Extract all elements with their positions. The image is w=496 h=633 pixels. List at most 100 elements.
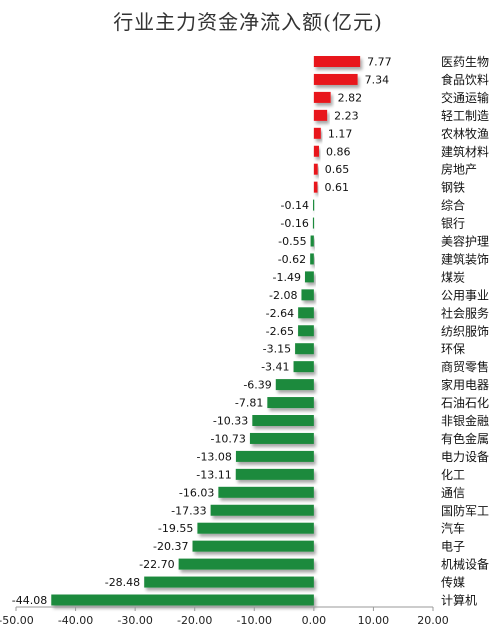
bar-轻工制造: [313, 109, 328, 121]
value-label-化工: -13.11: [196, 468, 231, 481]
category-label-煤炭: 煤炭: [441, 270, 465, 284]
x-tick-label: 10.00: [358, 614, 390, 627]
value-label-汽车: -19.55: [158, 522, 193, 535]
x-tick-label: -20.00: [177, 614, 212, 627]
value-label-商贸零售: -3.41: [261, 361, 289, 374]
category-label-计算机: 计算机: [441, 593, 477, 608]
bar-计算机: [51, 594, 314, 606]
category-label-房地产: 房地产: [441, 162, 477, 177]
value-label-建筑装饰: -0.62: [278, 253, 306, 266]
bar-社会服务: [298, 307, 314, 319]
bar-房地产: [313, 163, 318, 175]
category-label-机械设备: 机械设备: [441, 557, 489, 572]
bar-医药生物: [313, 56, 361, 67]
value-label-纺织服饰: -2.65: [266, 325, 294, 338]
category-label-化工: 化工: [441, 468, 465, 482]
bar-非银金融: [252, 415, 314, 426]
category-label-石油石化: 石油石化: [441, 396, 489, 410]
value-label-机械设备: -22.70: [139, 558, 174, 571]
value-label-房地产: 0.65: [325, 163, 350, 176]
category-label-汽车: 汽车: [441, 521, 465, 536]
category-label-食品饮料: 食品饮料: [441, 72, 489, 87]
value-label-计算机: -44.08: [12, 594, 47, 607]
bar-机械设备: [178, 558, 314, 570]
bar-化工: [235, 468, 314, 480]
bar-汽车: [197, 522, 314, 534]
bar-交通运输: [313, 91, 331, 103]
category-label-电子: 电子: [441, 540, 465, 554]
bar-食品饮料: [313, 73, 358, 85]
x-tick-label: 0.00: [302, 614, 327, 627]
value-label-电力设备: -13.08: [196, 450, 231, 463]
category-label-电力设备: 电力设备: [441, 450, 489, 464]
category-label-纺织服饰: 纺织服饰: [441, 324, 489, 338]
bar-建筑材料: [313, 145, 319, 157]
category-label-通信: 通信: [441, 486, 465, 500]
bar-有色金属: [249, 432, 314, 444]
category-label-环保: 环保: [441, 342, 465, 356]
category-label-有色金属: 有色金属: [441, 431, 489, 446]
category-label-非银金融: 非银金融: [441, 413, 489, 428]
bar-银行: [312, 217, 315, 229]
value-label-公用事业: -2.08: [269, 289, 297, 302]
category-label-钢铁: 钢铁: [441, 181, 465, 195]
value-label-农林牧渔: 1.17: [328, 127, 353, 140]
value-label-银行: -0.16: [280, 217, 308, 230]
value-label-钢铁: 0.61: [324, 181, 349, 194]
category-label-国防军工: 国防军工: [441, 503, 489, 518]
value-label-非银金融: -10.33: [213, 415, 248, 428]
category-label-医药生物: 医药生物: [441, 55, 489, 69]
category-label-农林牧渔: 农林牧渔: [441, 127, 489, 141]
bar-美容护理: [310, 235, 314, 247]
value-label-有色金属: -10.73: [210, 432, 245, 445]
value-label-通信: -16.03: [179, 486, 214, 499]
bar-家用电器: [275, 379, 314, 391]
bar-纺织服饰: [298, 325, 314, 337]
value-label-电子: -20.37: [153, 540, 188, 553]
chart-title: 行业主力资金净流入额(亿元): [113, 10, 383, 34]
value-label-传媒: -28.48: [105, 576, 140, 589]
category-label-建筑材料: 建筑材料: [441, 144, 489, 159]
value-label-综合: -0.14: [281, 199, 309, 212]
value-label-国防军工: -17.33: [171, 504, 206, 517]
category-label-交通运输: 交通运输: [441, 90, 489, 105]
value-label-煤炭: -1.49: [273, 271, 301, 284]
bar-通信: [218, 486, 314, 498]
bar-石油石化: [267, 397, 314, 409]
value-label-美容护理: -0.55: [278, 235, 306, 248]
value-label-社会服务: -2.64: [266, 307, 294, 320]
category-label-传媒: 传媒: [441, 575, 465, 590]
value-label-建筑材料: 0.86: [326, 145, 351, 158]
bar-农林牧渔: [313, 127, 321, 139]
value-label-石油石化: -7.81: [235, 397, 263, 410]
x-tick-label: -40.00: [58, 614, 93, 627]
bar-传媒: [144, 576, 314, 588]
bar-钢铁: [313, 181, 318, 193]
category-label-美容护理: 美容护理: [441, 234, 489, 249]
category-label-社会服务: 社会服务: [441, 305, 489, 320]
value-label-家用电器: -6.39: [243, 379, 271, 392]
category-label-公用事业: 公用事业: [441, 288, 489, 302]
bar-电力设备: [235, 450, 314, 462]
bar-国防军工: [210, 504, 314, 516]
bar-电子: [192, 540, 314, 552]
x-tick-label: 20.00: [417, 614, 449, 627]
value-label-医药生物: 7.77: [367, 56, 392, 69]
category-label-家用电器: 家用电器: [441, 377, 489, 392]
bars-layer: 7.77 医药生物 7.34 食品饮料 2.82 交通运输 2.23 轻工制造 1.17 农林牧渔…: [12, 55, 489, 608]
bar-煤炭: [304, 271, 314, 283]
x-tick-label: -50.00: [0, 614, 34, 627]
bar-综合: [313, 199, 315, 211]
x-tick-label: -30.00: [117, 614, 152, 627]
x-tick-label: -10.00: [237, 614, 272, 627]
value-label-环保: -3.15: [263, 343, 291, 356]
bar-建筑装饰: [310, 253, 314, 265]
category-label-综合: 综合: [441, 198, 465, 213]
value-label-轻工制造: 2.23: [334, 109, 359, 122]
category-label-商贸零售: 商贸零售: [441, 359, 489, 374]
category-label-轻工制造: 轻工制造: [441, 109, 489, 123]
value-label-食品饮料: 7.34: [365, 73, 390, 86]
bar-商贸零售: [293, 361, 314, 373]
value-label-交通运输: 2.82: [338, 91, 363, 104]
